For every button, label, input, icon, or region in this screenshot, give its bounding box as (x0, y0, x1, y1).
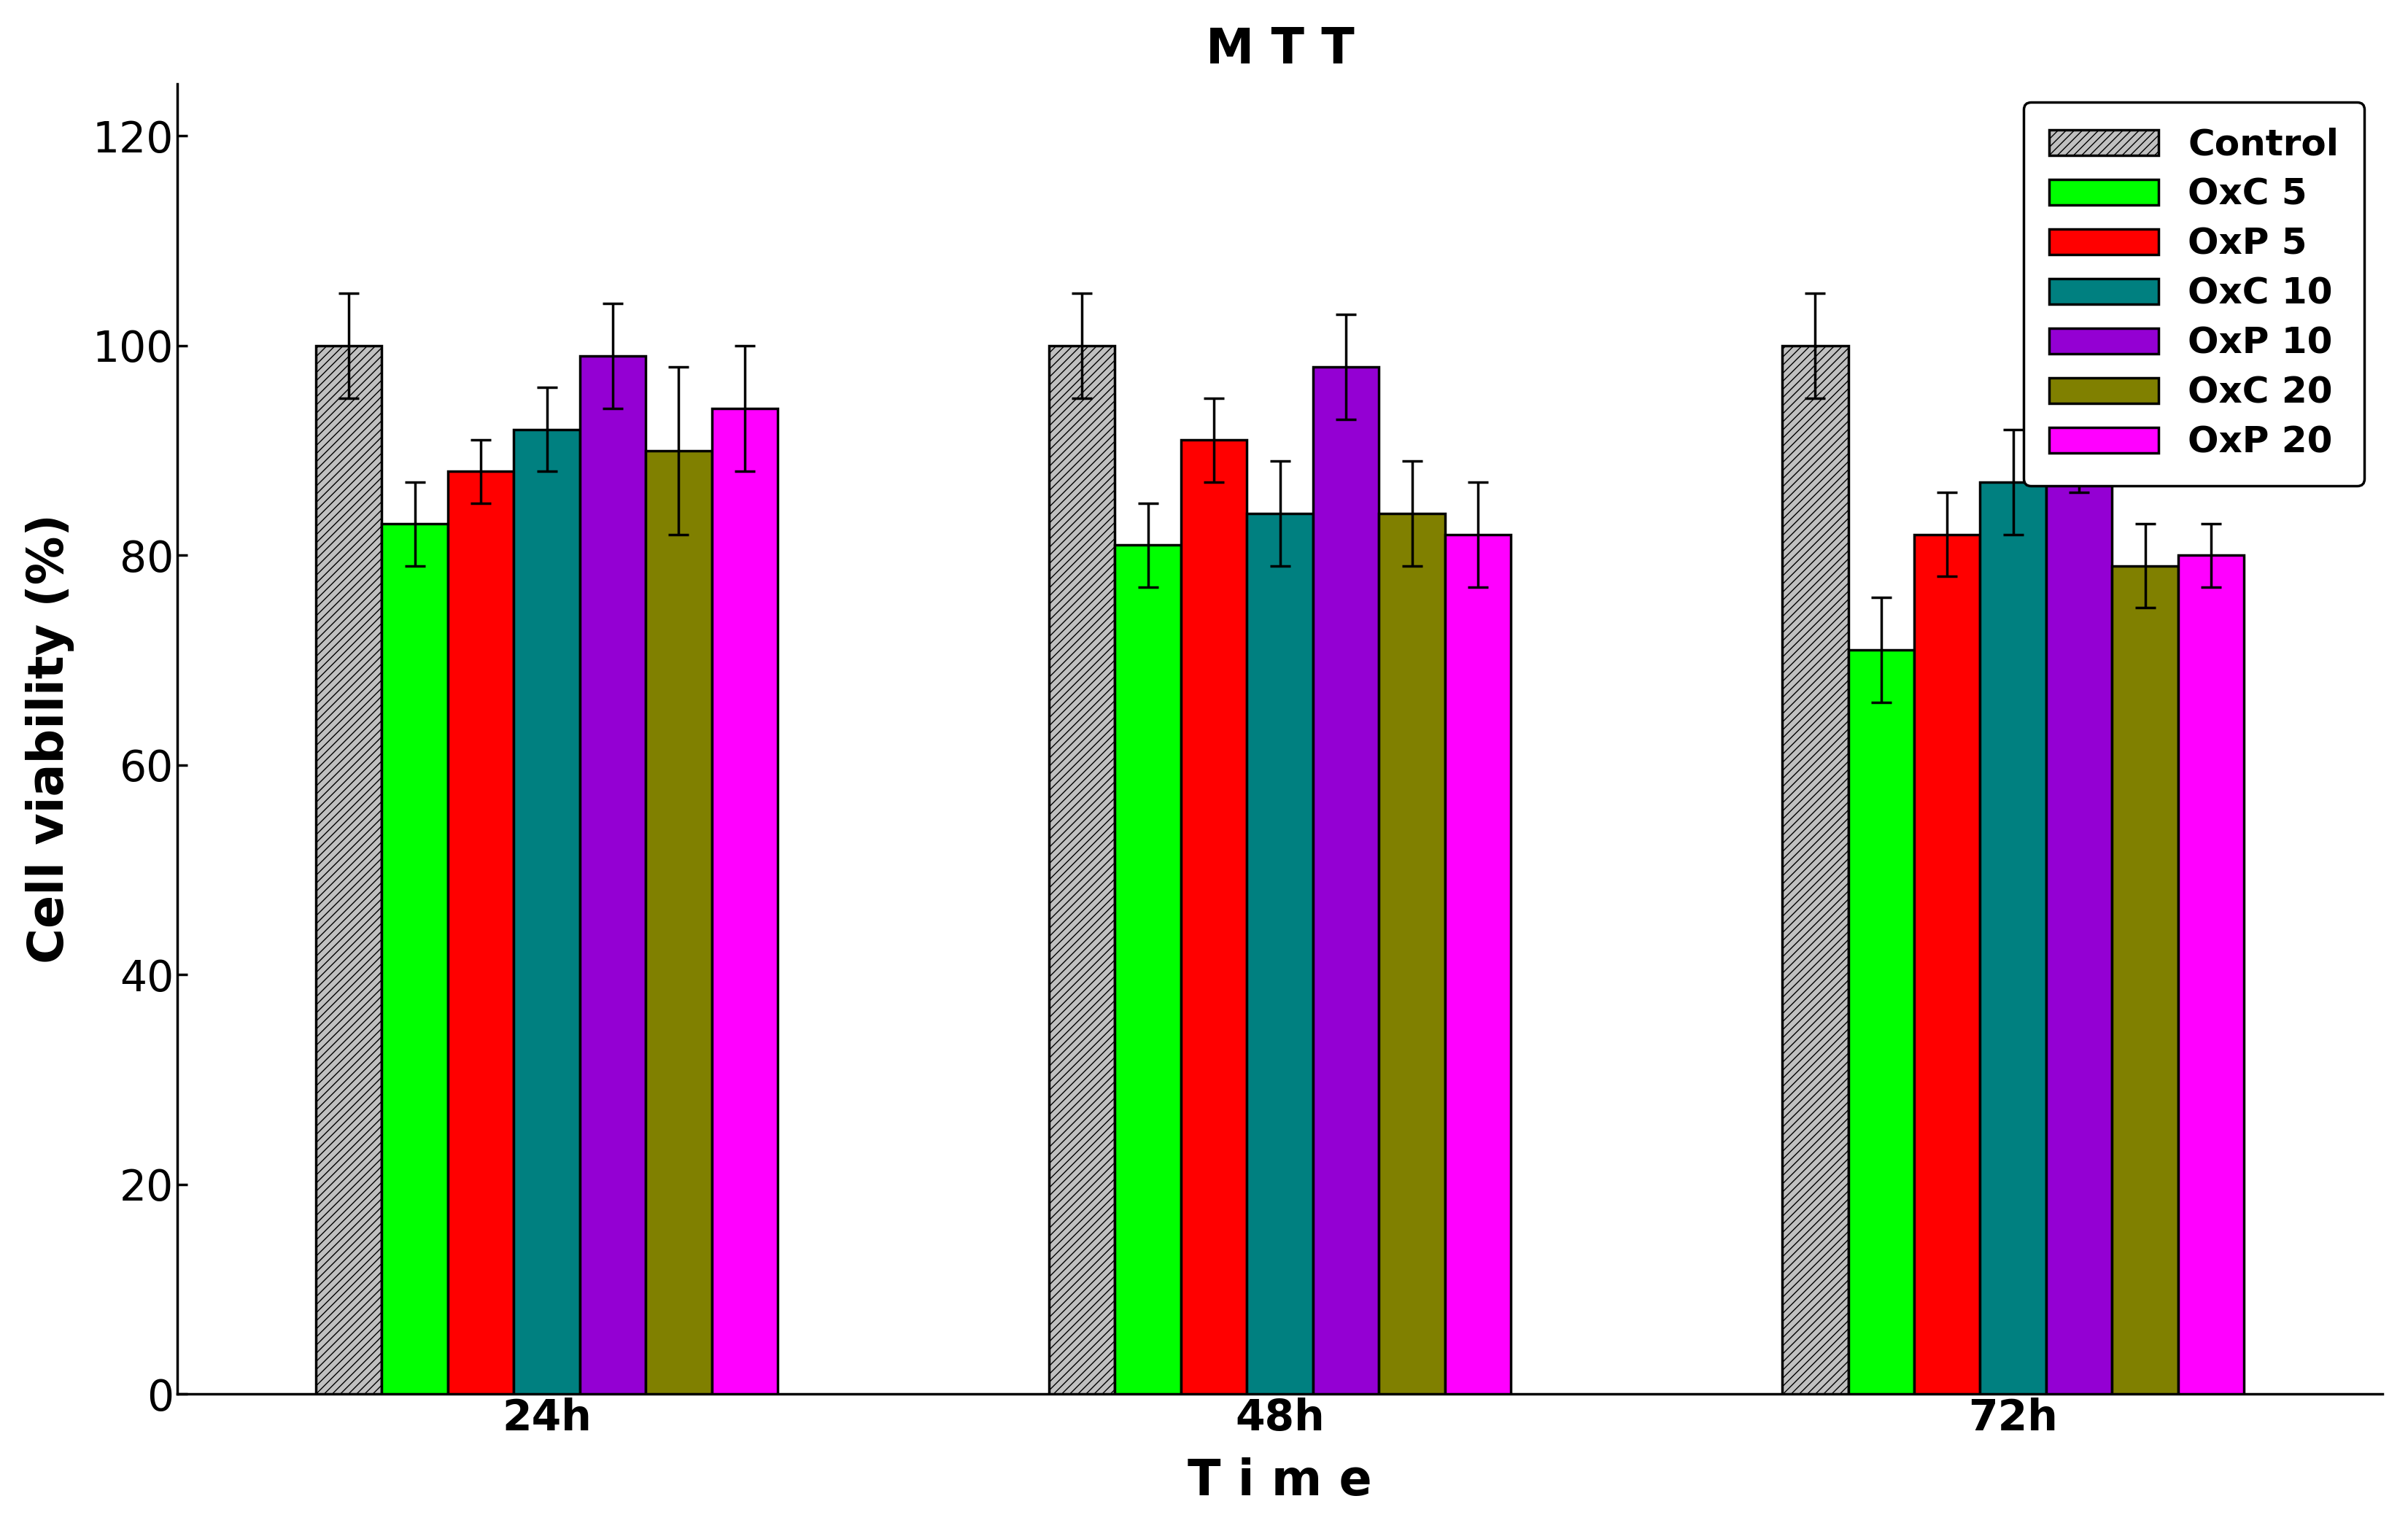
Bar (1445, 534, 1510, 1395)
Bar (580, 357, 645, 1395)
Bar (448, 472, 513, 1395)
Bar (2179, 556, 2244, 1395)
X-axis label: T i m e: T i m e (1187, 1458, 1373, 1505)
Bar (1247, 513, 1312, 1395)
Bar (1050, 346, 1115, 1395)
Bar (2112, 566, 2179, 1395)
Bar (645, 450, 713, 1395)
Bar (513, 430, 580, 1395)
Bar (1380, 513, 1445, 1395)
Bar (2047, 419, 2112, 1395)
Title: M T T: M T T (1206, 26, 1353, 73)
Bar (1312, 366, 1380, 1395)
Bar (1914, 534, 1979, 1395)
Y-axis label: Cell viability (%): Cell viability (%) (26, 514, 75, 965)
Bar (1979, 482, 2047, 1395)
Bar (1849, 649, 1914, 1395)
Bar (315, 346, 383, 1395)
Bar (1115, 545, 1180, 1395)
Legend: Control, OxC 5, OxP 5, OxC 10, OxP 10, OxC 20, OxP 20: Control, OxC 5, OxP 5, OxC 10, OxP 10, O… (2023, 101, 2365, 485)
Bar (1180, 439, 1247, 1395)
Bar (713, 409, 778, 1395)
Bar (383, 524, 448, 1395)
Bar (1782, 346, 1849, 1395)
